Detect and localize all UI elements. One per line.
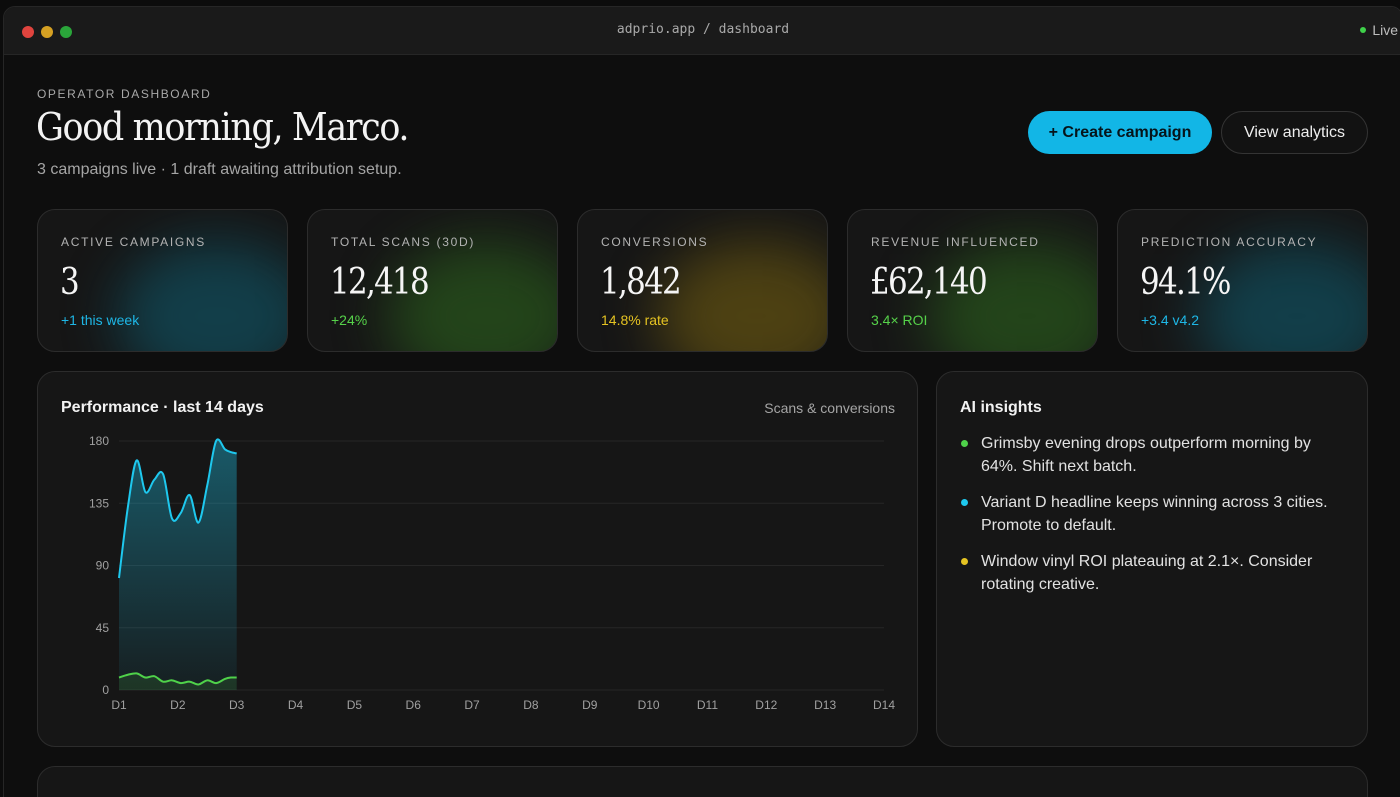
stat-delta: +24% <box>331 312 368 328</box>
performance-chart: 0 45 90 135 180 D1 D2 D3 D4 D5 D6 D7 D8 D9 D10 D11 D12 D1… <box>89 434 895 712</box>
address-url[interactable]: adprio.app / dashboard <box>616 22 790 37</box>
insight-item: Variant D headline keeps winning across … <box>961 491 1351 537</box>
x-tick-label: D10 <box>638 698 660 712</box>
stat-label: REVENUE INFLUENCED <box>871 235 1040 249</box>
x-tick-label: D3 <box>229 698 245 712</box>
y-tick-label: 90 <box>96 559 110 573</box>
performance-title: Performance · last 14 days <box>61 399 264 416</box>
y-tick-label: 45 <box>96 621 110 635</box>
stat-value: 94.1% <box>1140 262 1231 303</box>
insight-bullet-icon <box>961 440 968 447</box>
live-status: Live <box>1360 22 1398 38</box>
insight-item: Grimsby evening drops outperform morning… <box>961 432 1351 478</box>
insights-title: AI insights <box>960 399 1042 416</box>
performance-subtitle: Scans & conversions <box>764 400 895 416</box>
x-tick-label: D4 <box>288 698 304 712</box>
live-dot-icon <box>1360 27 1367 33</box>
x-tick-label: D8 <box>523 698 539 712</box>
view-analytics-button[interactable]: View analytics <box>1221 111 1368 154</box>
stat-card: CONVERSIONS 1,842 14.8% rate <box>577 209 828 352</box>
y-tick-label: 135 <box>89 496 109 510</box>
stat-label: ACTIVE CAMPAIGNS <box>61 235 206 249</box>
x-tick-label: D14 <box>873 698 895 712</box>
x-tick-label: D1 <box>111 698 127 712</box>
y-tick-label: 180 <box>89 434 109 448</box>
insight-bullet-icon <box>961 499 968 506</box>
page-subtitle: 3 campaigns live · 1 draft awaiting attr… <box>37 161 402 178</box>
stat-value: 1,842 <box>600 262 682 303</box>
stat-delta: +1 this week <box>61 312 140 328</box>
stat-label: TOTAL SCANS (30D) <box>331 235 476 249</box>
stat-value: 12,418 <box>330 262 430 303</box>
performance-panel: Performance · last 14 days Scans & conve… <box>37 371 918 747</box>
insight-bullet-icon <box>961 558 968 565</box>
conversions-line <box>118 672 237 686</box>
page-title: Good morning, Marco. <box>36 105 410 149</box>
x-tick-label: D5 <box>347 698 363 712</box>
x-tick-label: D9 <box>582 698 598 712</box>
insight-text: Variant D headline keeps winning across … <box>981 494 1328 534</box>
scans-line <box>118 438 237 579</box>
bottom-panel <box>37 766 1368 797</box>
stat-card: TOTAL SCANS (30D) 12,418 +24% <box>307 209 558 352</box>
minimize-window-icon[interactable] <box>41 26 53 38</box>
page-eyebrow: OPERATOR DASHBOARD <box>37 87 212 101</box>
stat-value: 3 <box>60 262 80 303</box>
title-bar: adprio.app / dashboard Live <box>4 7 1400 55</box>
y-tick-label: 0 <box>102 683 109 697</box>
x-tick-label: D2 <box>170 698 186 712</box>
stat-delta: +3.4 v4.2 <box>1141 312 1199 328</box>
create-campaign-button[interactable]: + Create campaign <box>1028 111 1212 154</box>
ai-insights-panel: AI insights Grimsby evening drops outper… <box>936 371 1368 747</box>
x-tick-label: D13 <box>814 698 836 712</box>
stat-card: ACTIVE CAMPAIGNS 3 +1 this week <box>37 209 288 352</box>
scans-area <box>119 439 237 690</box>
maximize-window-icon[interactable] <box>60 26 72 38</box>
stat-glow <box>117 241 287 351</box>
stat-label: CONVERSIONS <box>601 235 709 249</box>
stat-card: REVENUE INFLUENCED £62,140 3.4× ROI <box>847 209 1098 352</box>
insight-text: Window vinyl ROI plateauing at 2.1×. Con… <box>981 553 1313 593</box>
insight-item: Window vinyl ROI plateauing at 2.1×. Con… <box>961 550 1351 596</box>
x-tick-label: D6 <box>406 698 422 712</box>
x-tick-label: D7 <box>464 698 480 712</box>
stat-glow <box>657 241 827 351</box>
stat-value: £62,140 <box>870 262 988 303</box>
stat-label: PREDICTION ACCURACY <box>1141 235 1318 249</box>
live-label: Live <box>1372 22 1398 38</box>
stat-delta: 14.8% rate <box>601 312 669 328</box>
close-window-icon[interactable] <box>22 26 34 38</box>
stat-delta: 3.4× ROI <box>871 312 928 328</box>
stat-card: PREDICTION ACCURACY 94.1% +3.4 v4.2 <box>1117 209 1368 352</box>
insight-text: Grimsby evening drops outperform morning… <box>981 435 1311 475</box>
x-tick-label: D11 <box>697 698 718 712</box>
x-tick-label: D12 <box>755 698 777 712</box>
